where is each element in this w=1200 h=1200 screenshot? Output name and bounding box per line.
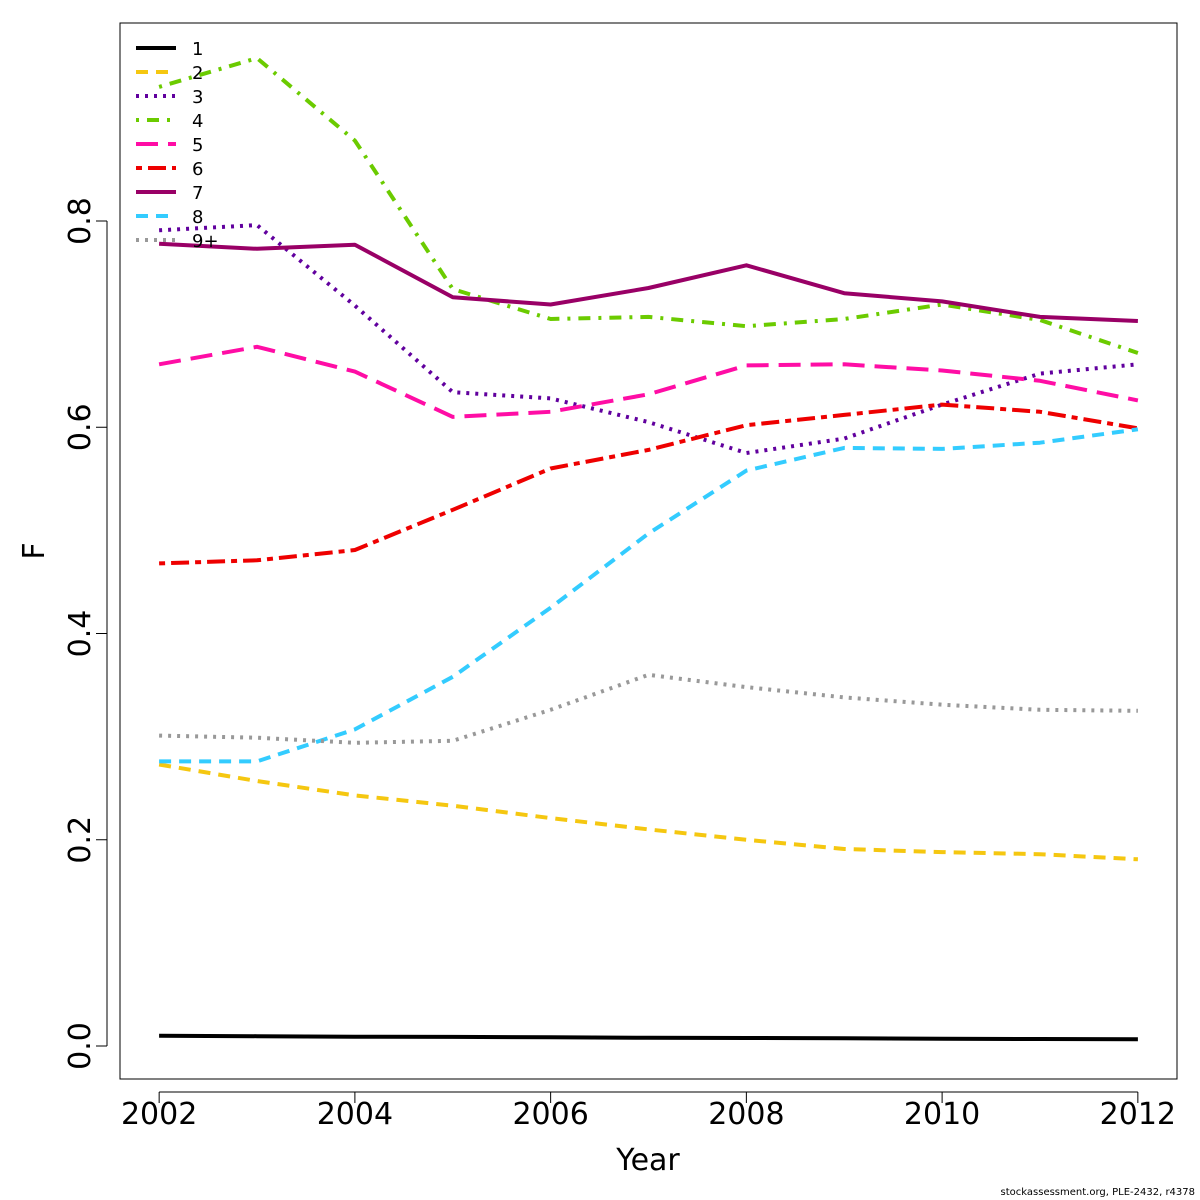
series-line-1	[159, 1033, 1138, 1042]
x-tick-label: 2002	[121, 1097, 197, 1132]
y-tick-label: 0.0	[63, 1022, 98, 1070]
legend: 1 2 3 4 5 6 7 8 9+	[136, 39, 219, 252]
y-tick-label: 0.4	[63, 610, 98, 658]
series-lines	[158, 56, 1139, 1042]
x-axis-title: Year	[615, 1143, 680, 1178]
legend-label: 9+	[192, 231, 219, 252]
x-tick-label: 2012	[1100, 1097, 1176, 1132]
series-line-9plus	[159, 672, 1138, 745]
y-axis: 0.0 0.2 0.4 0.6 0.8	[63, 197, 108, 1070]
plot-frame	[119, 22, 1178, 1080]
legend-label: 2	[192, 63, 203, 84]
series-line-8	[159, 427, 1139, 764]
y-tick-label: 0.2	[63, 816, 98, 864]
legend-label: 1	[192, 39, 203, 60]
footer-credit: stockassessment.org, PLE-2432, r4378	[1001, 1187, 1195, 1198]
x-axis: 2002 2004 2006 2008 2010 2012	[121, 1091, 1176, 1132]
legend-label: 8	[192, 207, 203, 228]
series-line-2	[158, 762, 1139, 862]
legend-label: 4	[192, 111, 203, 132]
legend-label: 6	[192, 159, 203, 180]
x-tick-label: 2008	[708, 1097, 784, 1132]
y-tick-label: 0.6	[63, 403, 98, 451]
series-line-6	[159, 402, 1139, 566]
legend-label: 3	[192, 87, 203, 108]
series-line-5	[158, 344, 1139, 419]
y-axis-title: F	[17, 542, 52, 559]
series-line-4	[158, 56, 1139, 355]
x-tick-label: 2004	[317, 1097, 393, 1132]
series-line-3	[158, 223, 1139, 455]
x-tick-label: 2006	[512, 1097, 588, 1132]
legend-label: 7	[192, 183, 203, 204]
y-tick-label: 0.8	[63, 197, 98, 245]
x-tick-label: 2010	[904, 1097, 980, 1132]
legend-label: 5	[192, 135, 203, 156]
series-line-7	[158, 241, 1138, 323]
